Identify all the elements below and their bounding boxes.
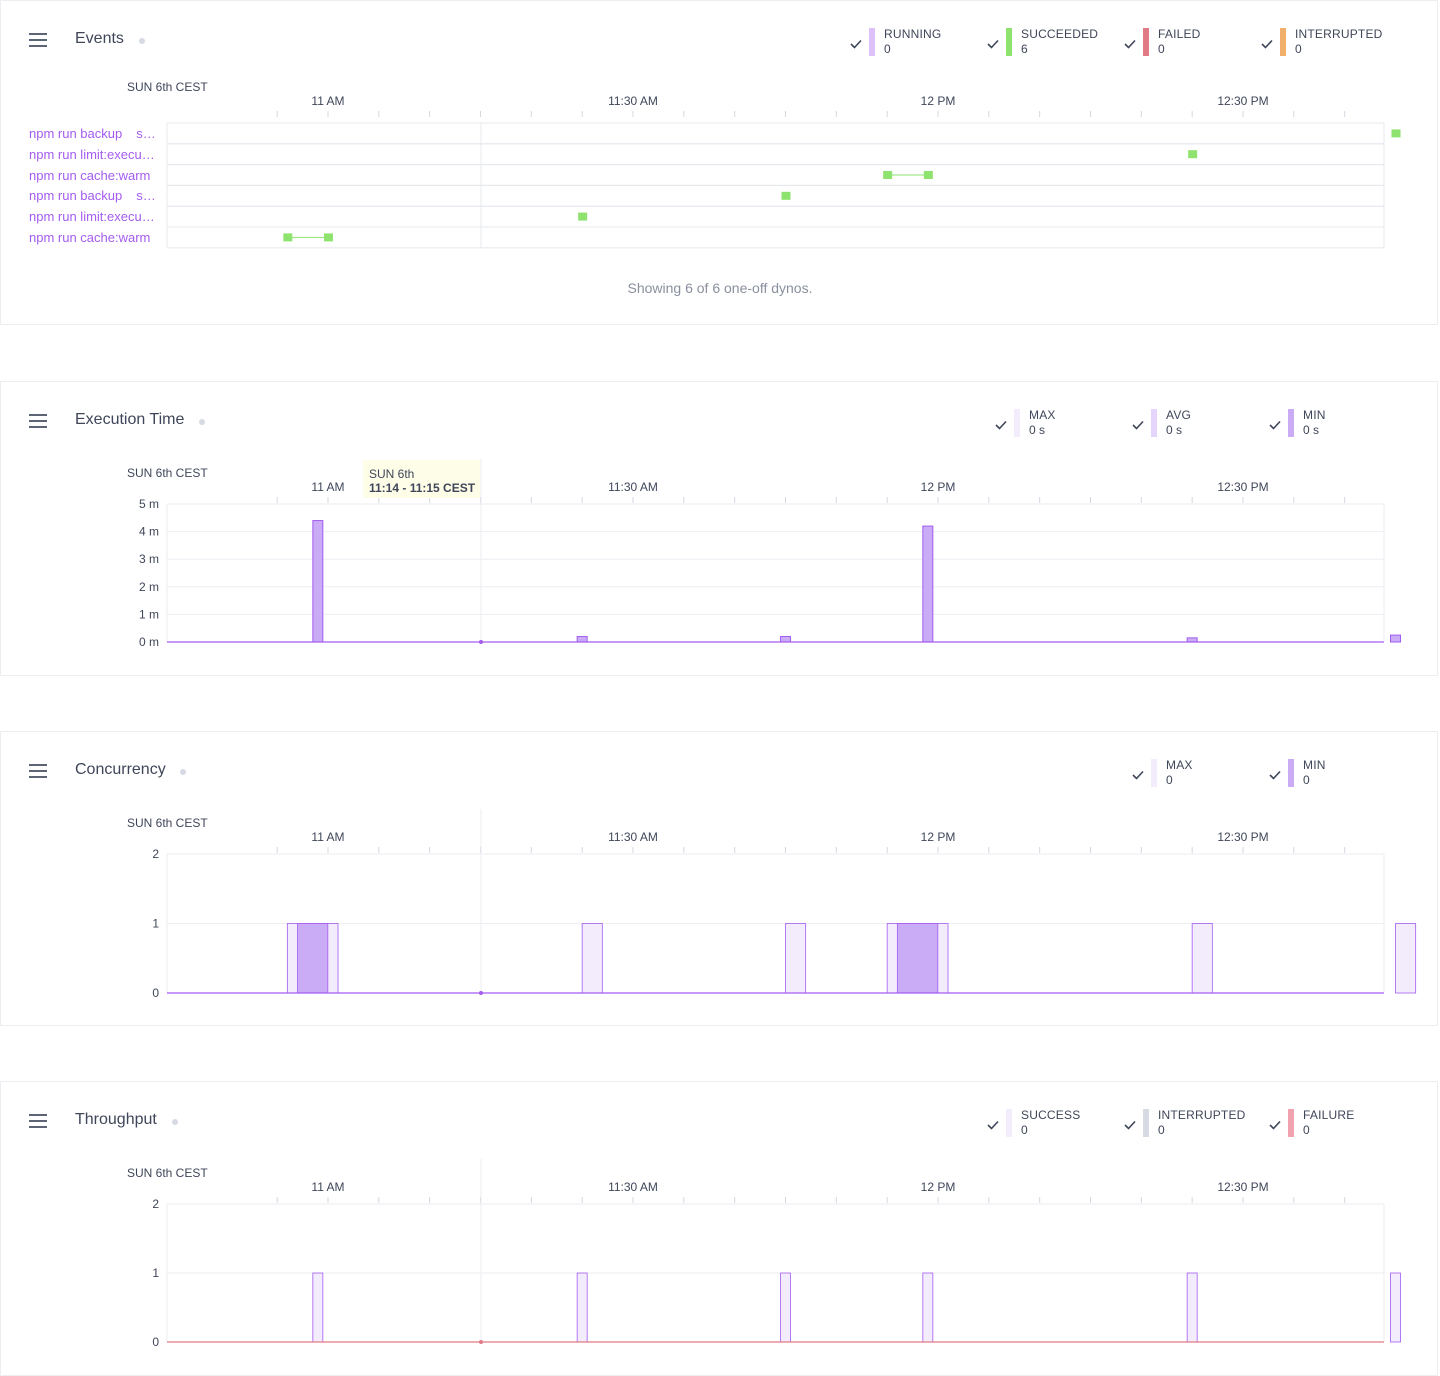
concurrency-info-dot[interactable] <box>180 769 186 775</box>
legend-swatch-success <box>1006 1109 1012 1137</box>
dyno-name: npm run backup <box>29 188 123 204</box>
events-timeline <box>1 1 1439 261</box>
legend-toggle-avg-check-icon[interactable] <box>1131 418 1145 432</box>
legend-value: 0 s <box>1166 423 1183 437</box>
legend-value: 6 <box>1021 42 1028 56</box>
concurrency-title: Concurrency <box>75 761 166 778</box>
legend-label: RUNNING <box>884 27 942 41</box>
dyno-link[interactable]: npm run backup s… <box>29 126 156 141</box>
execution-panel: Execution Time MAX 0 s AVG 0 s MIN 0 s <box>0 381 1438 676</box>
dyno-suffix: s… <box>136 188 156 204</box>
throughput-title: Throughput <box>75 1111 157 1128</box>
legend-value: 0 s <box>1029 423 1046 437</box>
legend-toggle-min-check-icon[interactable] <box>1268 418 1282 432</box>
execution-menu-icon[interactable] <box>29 414 47 428</box>
legend-value: 0 <box>884 42 891 56</box>
dyno-link[interactable]: npm run cache:warm <box>29 168 150 183</box>
legend-label: FAILURE <box>1303 1108 1355 1122</box>
legend-toggle-failed-check-icon[interactable] <box>1123 37 1137 51</box>
legend-swatch-interrupted <box>1143 1109 1149 1137</box>
legend-value: 0 <box>1021 1123 1028 1137</box>
execution-title: Execution Time <box>75 411 185 428</box>
legend-swatch-max <box>1014 409 1020 437</box>
legend-swatch-succeeded <box>1006 28 1012 56</box>
dyno-name: npm run cache:warm <box>29 167 151 183</box>
legend-toggle-running-check-icon[interactable] <box>849 37 863 51</box>
dyno-name: npm run limit:execu… <box>29 146 155 162</box>
legend-label: MIN <box>1303 758 1326 772</box>
legend-toggle-interrupted-check-icon[interactable] <box>1260 37 1274 51</box>
dyno-name: npm run backup <box>29 126 123 141</box>
hover-tooltip: SUN 6th 11:14 - 11:15 CEST <box>363 460 480 498</box>
legend-swatch-running <box>869 28 875 56</box>
legend-label: FAILED <box>1158 27 1201 41</box>
legend-label: MIN <box>1303 408 1326 422</box>
legend-toggle-max-check-icon[interactable] <box>994 418 1008 432</box>
events-menu-icon[interactable] <box>29 33 47 47</box>
legend-value: 0 s <box>1303 423 1320 437</box>
throughput-info-dot[interactable] <box>172 1119 178 1125</box>
legend-swatch-failed <box>1143 28 1149 56</box>
execution-info-dot[interactable] <box>199 419 205 425</box>
legend-swatch-min <box>1288 759 1294 787</box>
legend-swatch-min <box>1288 409 1294 437</box>
legend-label: SUCCEEDED <box>1021 27 1099 41</box>
dyno-link[interactable]: npm run limit:execu… <box>29 209 155 224</box>
legend-label: MAX <box>1166 758 1193 772</box>
legend-label: INTERRUPTED <box>1295 27 1383 41</box>
dyno-link[interactable]: npm run cache:warm <box>29 230 150 245</box>
legend-value: 0 <box>1158 1123 1165 1137</box>
concurrency-panel: Concurrency MAX 0 MIN 0 <box>0 731 1438 1026</box>
dyno-link[interactable]: npm run backup s… <box>29 188 156 203</box>
legend-toggle-succeeded-check-icon[interactable] <box>986 37 1000 51</box>
dyno-link[interactable]: npm run limit:execu… <box>29 147 155 162</box>
legend-value: 0 <box>1295 42 1302 56</box>
dyno-name: npm run cache:warm <box>29 230 151 245</box>
events-panel: Events RUNNING 0 SUCCEEDED 6 FAILED 0 INTERRUP… <box>0 0 1438 325</box>
dyno-name: npm run limit:execu… <box>29 209 155 225</box>
concurrency-menu-icon[interactable] <box>29 764 47 778</box>
legend-toggle-interrupted-check-icon[interactable] <box>1123 1118 1137 1132</box>
legend-toggle-min-check-icon[interactable] <box>1268 768 1282 782</box>
legend-toggle-success-check-icon[interactable] <box>986 1118 1000 1132</box>
legend-value: 0 <box>1303 773 1310 787</box>
events-title: Events <box>75 30 124 47</box>
legend-label: AVG <box>1166 408 1192 422</box>
tooltip-date: SUN 6th <box>369 467 415 481</box>
legend-value: 0 <box>1158 42 1165 56</box>
events-showing-text: Showing 6 of 6 one-off dynos. <box>627 280 813 296</box>
legend-toggle-max-check-icon[interactable] <box>1131 768 1145 782</box>
legend-swatch-failure <box>1288 1109 1294 1137</box>
legend-value: 0 <box>1303 1123 1310 1137</box>
legend-label: INTERRUPTED <box>1158 1108 1246 1122</box>
legend-value: 0 <box>1166 773 1173 787</box>
legend-swatch-interrupted <box>1280 28 1286 56</box>
legend-label: MAX <box>1029 408 1056 422</box>
throughput-panel: Throughput SUCCESS 0 INTERRUPTED 0 FAILURE 0 <box>0 1081 1438 1376</box>
legend-toggle-failure-check-icon[interactable] <box>1268 1118 1282 1132</box>
tooltip-range: 11:14 - 11:15 CEST <box>369 481 476 495</box>
throughput-menu-icon[interactable] <box>29 1114 47 1128</box>
legend-swatch-max <box>1151 759 1157 787</box>
dyno-suffix: s… <box>136 126 156 141</box>
events-info-dot[interactable] <box>139 38 145 44</box>
legend-label: SUCCESS <box>1021 1108 1081 1122</box>
legend-swatch-avg <box>1151 409 1157 437</box>
